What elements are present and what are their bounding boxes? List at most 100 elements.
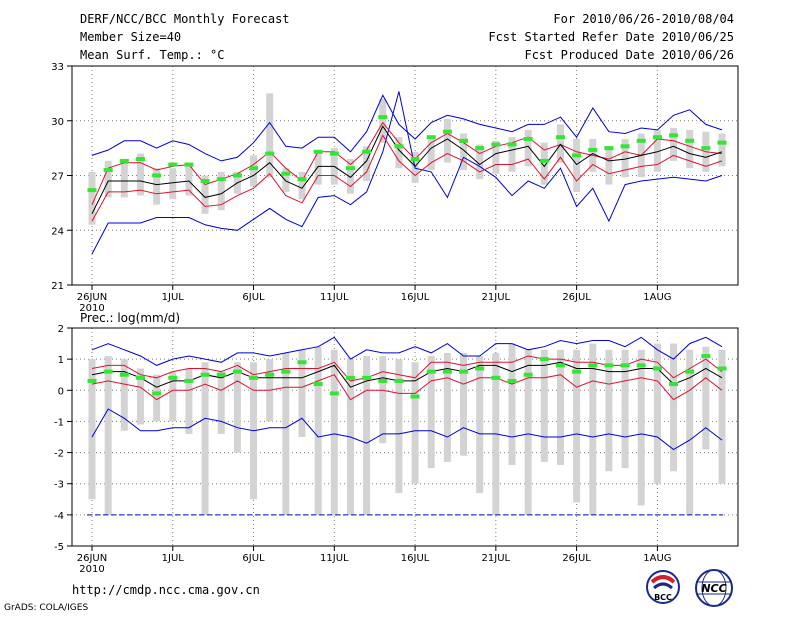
- temp-range-box: [540, 142, 548, 185]
- temp-range-box: [363, 146, 371, 181]
- temp-range-box: [88, 171, 96, 225]
- prec-control-marker: [523, 372, 533, 377]
- temp-range-box: [670, 128, 678, 161]
- prec-range-box: [476, 356, 484, 494]
- prec-xtick-label: 26JUN: [77, 553, 107, 564]
- prec-control-marker: [588, 363, 598, 368]
- temp-range-box: [201, 175, 209, 214]
- prec-range-box: [282, 352, 290, 515]
- temp-xtick-label: 26JUL: [562, 292, 591, 303]
- temp-range-box: [492, 140, 500, 174]
- prec-control-marker: [572, 369, 582, 374]
- prec-range-box: [508, 343, 516, 466]
- prec-range-box: [686, 349, 694, 515]
- prec-range-box: [460, 352, 468, 456]
- header-variable: Mean Surf. Temp.: °C: [80, 48, 225, 62]
- temp-range-box: [314, 151, 322, 185]
- temp-control-marker: [555, 135, 565, 140]
- prec-ytick-label: 1: [58, 355, 64, 366]
- temp-range-box: [524, 129, 532, 167]
- temp-control-marker: [103, 168, 113, 173]
- prec-year-label: 2010: [79, 564, 104, 575]
- temp-control-marker: [588, 147, 598, 152]
- ncc-logo-text: NCC: [701, 582, 726, 595]
- temp-control-marker: [523, 137, 533, 141]
- prec-range-box: [540, 349, 548, 462]
- prec-ytick-label: -3: [54, 480, 64, 491]
- prec-range-box: [379, 356, 387, 444]
- temp-control-marker: [329, 151, 339, 156]
- prec-control-marker: [394, 378, 404, 383]
- temp-control-marker: [442, 129, 452, 134]
- prec-range-box: [217, 371, 225, 434]
- temp-control-marker: [539, 158, 549, 163]
- temp-control-marker: [426, 135, 436, 140]
- temp-range-box: [718, 133, 726, 167]
- prec-control-marker: [442, 369, 452, 374]
- temp-control-marker: [459, 138, 469, 143]
- prec-range-box: [185, 368, 193, 434]
- prec-control-marker: [184, 378, 194, 383]
- prec-control-marker: [717, 366, 727, 371]
- temp-control-marker: [232, 173, 242, 178]
- temp-ytick-label: 33: [51, 62, 64, 73]
- prec-range-box: [136, 368, 144, 425]
- temp-ytick-label: 24: [51, 226, 64, 237]
- temp-xtick-label: 6JUL: [242, 292, 265, 303]
- temp-xtick-label: 26JUN: [77, 292, 107, 303]
- prec-ytick-label: 0: [58, 386, 64, 397]
- prec-ytick-label: 2: [58, 324, 64, 335]
- temp-series-min: [91, 94, 723, 162]
- prec-range-box: [363, 356, 371, 515]
- prec-ytick-label: -4: [54, 511, 64, 522]
- temp-xtick-label: 1JUL: [162, 292, 185, 303]
- prec-range-box: [233, 362, 241, 453]
- prec-control-marker: [604, 363, 614, 368]
- prec-range-box: [653, 343, 661, 484]
- temp-ytick-label: 27: [51, 172, 64, 183]
- prec-control-marker: [249, 375, 259, 380]
- temp-control-marker: [410, 157, 420, 162]
- prec-xtick-label: 16JUL: [401, 553, 430, 564]
- temp-control-marker: [135, 157, 145, 162]
- prec-control-marker: [685, 369, 695, 374]
- temp-range-box: [686, 129, 694, 169]
- prec-range-box: [524, 349, 532, 515]
- prec-range-box: [443, 352, 451, 462]
- temp-control-marker: [652, 135, 662, 140]
- prec-frame: [71, 327, 739, 547]
- prec-control-marker: [265, 372, 275, 377]
- prec-control-marker: [410, 394, 420, 399]
- temp-control-marker: [572, 153, 582, 158]
- prec-control-marker: [491, 375, 501, 380]
- temp-xtick-label: 16JUL: [401, 292, 430, 303]
- temp-range-box: [395, 137, 403, 169]
- header-period: For 2010/06/26-2010/08/04: [553, 12, 734, 26]
- temp-xtick-label: 21JUL: [482, 292, 511, 303]
- prec-control-marker: [329, 391, 339, 396]
- prec-control-marker: [87, 378, 97, 383]
- prec-control-marker: [152, 391, 162, 396]
- prec-control-marker: [362, 375, 372, 380]
- prec-series-max: [91, 336, 723, 366]
- temp-control-marker: [394, 144, 404, 149]
- prec-control-marker: [669, 382, 679, 387]
- temp-range-box: [185, 164, 193, 196]
- prec-control-marker: [216, 372, 226, 377]
- temp-ytick-label: 21: [51, 281, 64, 292]
- prec-range-box: [395, 359, 403, 494]
- temp-range-box: [621, 139, 629, 178]
- temp-range-box: [282, 168, 290, 192]
- prec-range-box: [621, 349, 629, 469]
- temp-control-marker: [378, 115, 388, 120]
- prec-range-box: [314, 346, 322, 515]
- temp-range-box: [476, 144, 484, 180]
- prec-series-min: [91, 408, 723, 451]
- prec-range-box: [670, 343, 678, 472]
- temp-control-marker: [636, 138, 646, 143]
- footer-url[interactable]: http://cmdp.ncc.cma.gov.cn: [72, 583, 260, 597]
- temp-range-box: [250, 155, 258, 187]
- prec-range-box: [153, 374, 161, 422]
- temp-range-box: [460, 133, 468, 171]
